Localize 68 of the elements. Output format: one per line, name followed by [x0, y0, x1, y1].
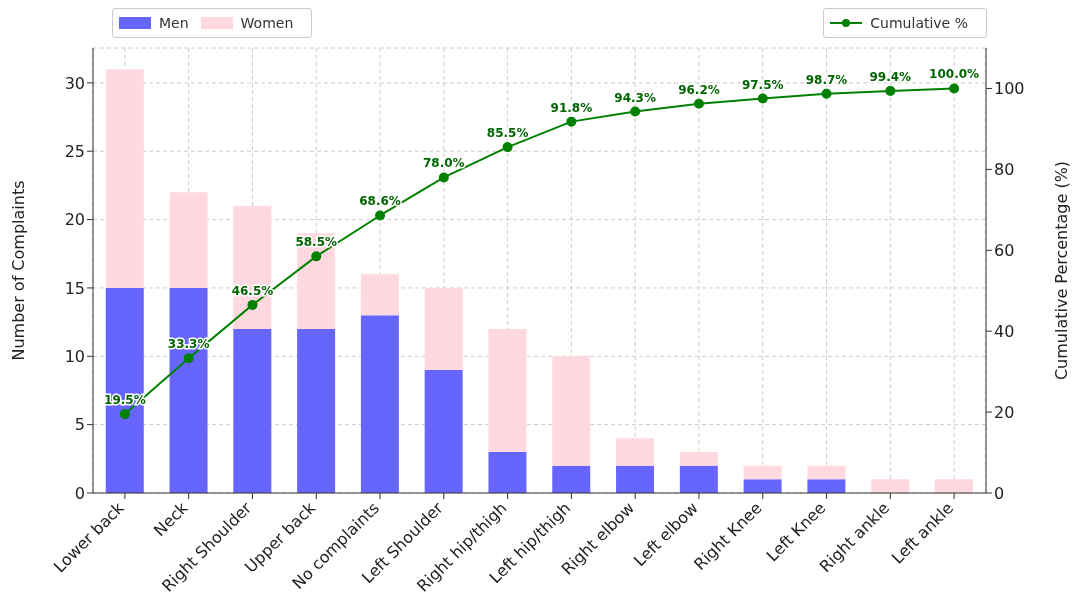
- y2-axis-title: Cumulative Percentage (%): [1051, 160, 1071, 381]
- data-label: 97.5%: [741, 77, 784, 92]
- point: [311, 251, 322, 262]
- bar: [616, 438, 655, 466]
- bar: [105, 287, 144, 493]
- y2-tick-label: 80: [994, 160, 1015, 180]
- y-tick-label: 10: [64, 346, 85, 366]
- y2-tick-label: 100: [994, 79, 1025, 99]
- y-tick-label: 0: [74, 483, 85, 503]
- bar: [871, 479, 910, 493]
- y-tick-label: 15: [64, 278, 85, 298]
- data-label: 100.0%: [929, 67, 980, 82]
- data-label: 96.2%: [678, 82, 720, 97]
- point: [757, 93, 768, 104]
- bar: [360, 315, 399, 493]
- point: [375, 210, 386, 221]
- data-label: 99.4%: [869, 69, 912, 84]
- bar: [743, 479, 782, 493]
- point: [247, 299, 258, 310]
- data-label: 91.8%: [550, 100, 593, 115]
- bar: [169, 287, 208, 493]
- y2-tick-label: 60: [994, 240, 1015, 260]
- bar: [233, 205, 272, 329]
- point: [821, 88, 832, 99]
- point: [438, 172, 449, 183]
- point: [949, 83, 960, 94]
- data-label: 68.6%: [359, 194, 401, 209]
- data-label: 94.3%: [614, 90, 656, 105]
- y2-tick-label: 0: [994, 483, 1005, 503]
- bar: [807, 465, 846, 480]
- bar: [424, 287, 463, 370]
- point: [183, 353, 194, 364]
- data-label: 58.5%: [295, 235, 338, 250]
- y2-tick-label: 40: [994, 321, 1015, 341]
- y-tick-label: 30: [64, 73, 85, 93]
- bar: [233, 328, 272, 493]
- data-label: 78.0%: [423, 156, 465, 171]
- bar: [807, 479, 846, 493]
- bar: [616, 465, 655, 493]
- legend-label: Women: [240, 15, 294, 31]
- bar: [743, 465, 782, 480]
- y-axis-title: Number of Complaints: [8, 180, 28, 361]
- point: [630, 106, 641, 117]
- bar: [169, 192, 208, 288]
- point: [502, 142, 513, 153]
- y-tick-label: 5: [74, 415, 85, 435]
- data-label: 98.7%: [805, 72, 848, 87]
- y-tick-label: 20: [64, 210, 85, 230]
- legend-label: Men: [159, 15, 189, 31]
- point: [566, 116, 577, 127]
- data-label: 85.5%: [486, 126, 529, 141]
- point: [119, 409, 130, 420]
- bar: [105, 69, 144, 288]
- bar: [360, 274, 399, 316]
- bar: [679, 451, 718, 466]
- bar: [424, 369, 463, 493]
- y-tick-label: 25: [64, 141, 85, 161]
- bar: [552, 356, 591, 466]
- bar: [679, 465, 718, 493]
- bar: [297, 328, 336, 493]
- point: [693, 98, 704, 109]
- legend-label: Cumulative %: [870, 15, 968, 31]
- bar: [552, 465, 591, 493]
- bar: [488, 451, 527, 493]
- point: [885, 85, 896, 96]
- bar: [934, 479, 973, 493]
- y2-tick-label: 20: [994, 402, 1015, 422]
- bar: [488, 328, 527, 452]
